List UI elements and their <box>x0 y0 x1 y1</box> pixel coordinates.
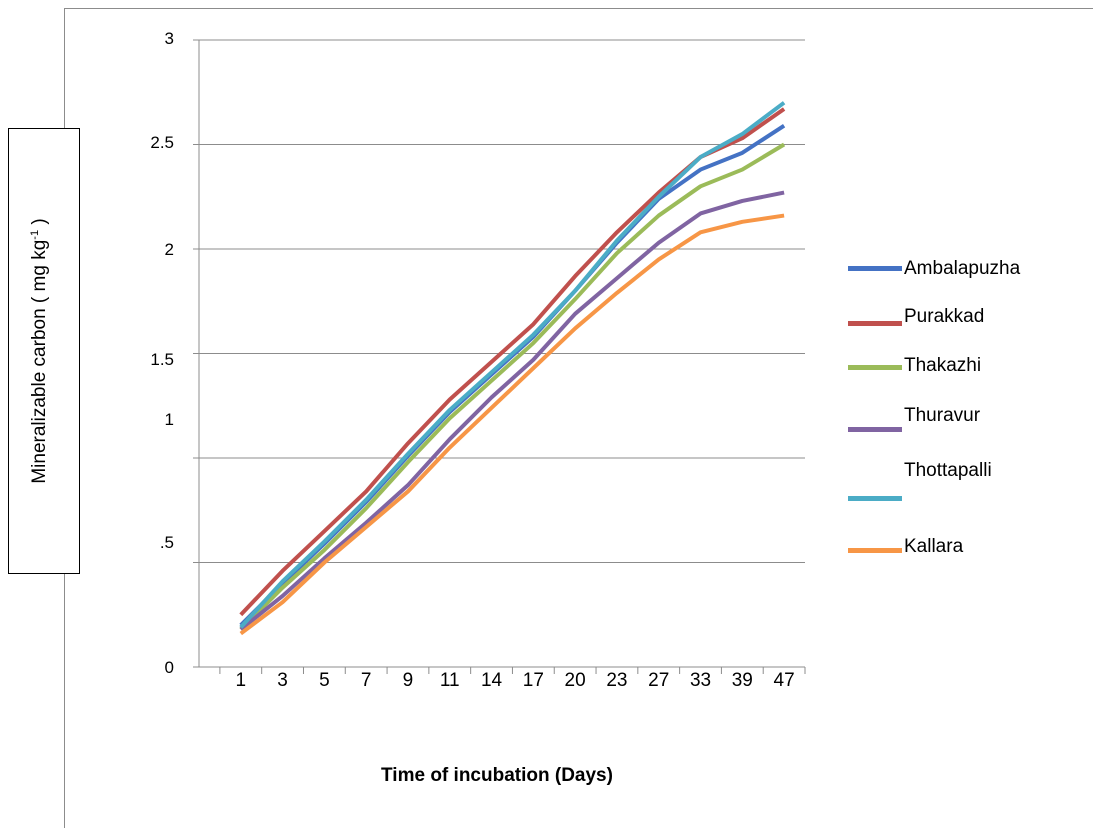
legend-label: Thuravur <box>904 405 981 426</box>
x-tick-label: 11 <box>439 670 460 691</box>
x-tick-label: 23 <box>606 670 628 691</box>
legend-swatch <box>848 365 902 370</box>
chart-plot <box>193 39 806 674</box>
series-line-thuravur <box>239 190 785 631</box>
x-tick-label: 27 <box>648 670 670 691</box>
x-tick-label: 7 <box>360 670 372 691</box>
y-axis-label: Mineralizable carbon ( mg kg-1 ) <box>28 218 51 484</box>
legend-swatch <box>848 321 902 326</box>
series-line-thakazhi <box>239 142 786 631</box>
legend-swatch <box>848 496 902 501</box>
x-tick-label: 39 <box>731 670 753 691</box>
legend-swatch <box>848 548 902 553</box>
y-tick-label: 0 <box>164 658 174 677</box>
legend-label: Kallara <box>904 536 964 557</box>
y-tick-label: 3 <box>164 29 174 48</box>
series-line-thottapalli <box>239 101 786 629</box>
x-tick-label: 3 <box>277 670 288 691</box>
legend-label: Purakkad <box>904 306 985 327</box>
y-tick-label: .5 <box>159 533 174 552</box>
legend-swatch <box>848 427 902 432</box>
x-tick-label: 1 <box>235 670 247 691</box>
x-tick-label: 17 <box>522 670 544 691</box>
x-axis-label: Time of incubation (Days) <box>381 765 613 786</box>
x-tick-label: 5 <box>319 670 330 691</box>
legend-label: Thottapalli <box>904 460 992 481</box>
legend-label: Ambalapuzha <box>904 258 1021 279</box>
legend-swatch <box>848 266 902 271</box>
series-line-kallara <box>239 213 785 636</box>
x-tick-label: 20 <box>564 670 586 691</box>
y-tick-label: 1.5 <box>150 350 174 369</box>
y-tick-label: 2.5 <box>150 133 174 152</box>
y-axis-label-box <box>8 128 80 574</box>
y-tick-label: 2 <box>164 240 174 259</box>
legend-label: Thakazhi <box>904 355 982 376</box>
x-tick-label: 33 <box>689 670 712 691</box>
y-tick-label: 1 <box>164 410 174 429</box>
x-tick-label: 47 <box>773 670 795 691</box>
x-tick-label: 14 <box>480 670 503 691</box>
x-tick-label: 9 <box>402 670 414 691</box>
